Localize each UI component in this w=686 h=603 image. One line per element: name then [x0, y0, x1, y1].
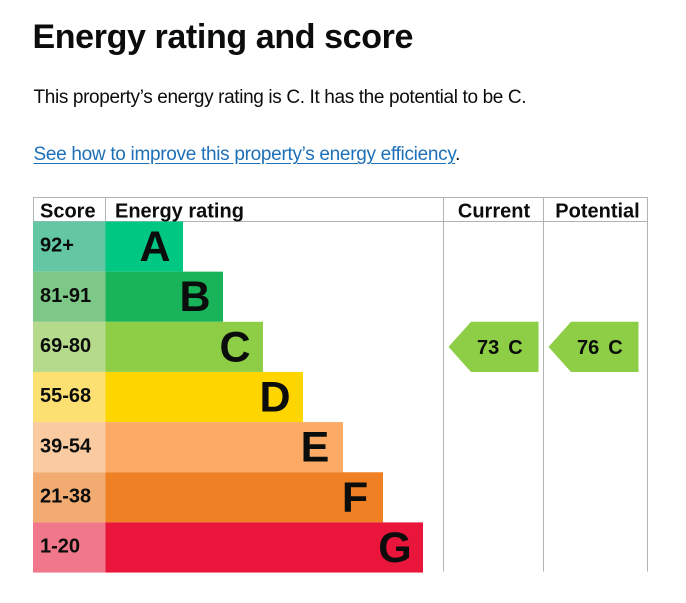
svg-text:92+: 92+ [40, 235, 74, 257]
svg-text:76: 76 [577, 337, 599, 359]
svg-text:D: D [259, 373, 290, 421]
svg-text:Energy rating: Energy rating [115, 200, 244, 222]
svg-text:21-38: 21-38 [40, 485, 91, 507]
svg-text:F: F [342, 474, 368, 522]
svg-text:81-91: 81-91 [40, 285, 91, 307]
svg-text:A: A [139, 223, 170, 271]
svg-text:1-20: 1-20 [40, 536, 80, 558]
svg-text:G: G [378, 524, 411, 572]
svg-text:B: B [179, 273, 210, 321]
svg-text:Score: Score [40, 200, 96, 222]
svg-text:69-80: 69-80 [40, 335, 91, 357]
svg-text:Potential: Potential [555, 200, 639, 222]
svg-text:C: C [219, 323, 250, 371]
svg-text:73: 73 [477, 337, 499, 359]
svg-text:39-54: 39-54 [40, 435, 92, 457]
svg-text:Current: Current [458, 200, 531, 222]
svg-text:C: C [608, 337, 622, 359]
svg-text:55-68: 55-68 [40, 385, 91, 407]
svg-text:C: C [508, 337, 522, 359]
svg-text:E: E [301, 424, 330, 472]
